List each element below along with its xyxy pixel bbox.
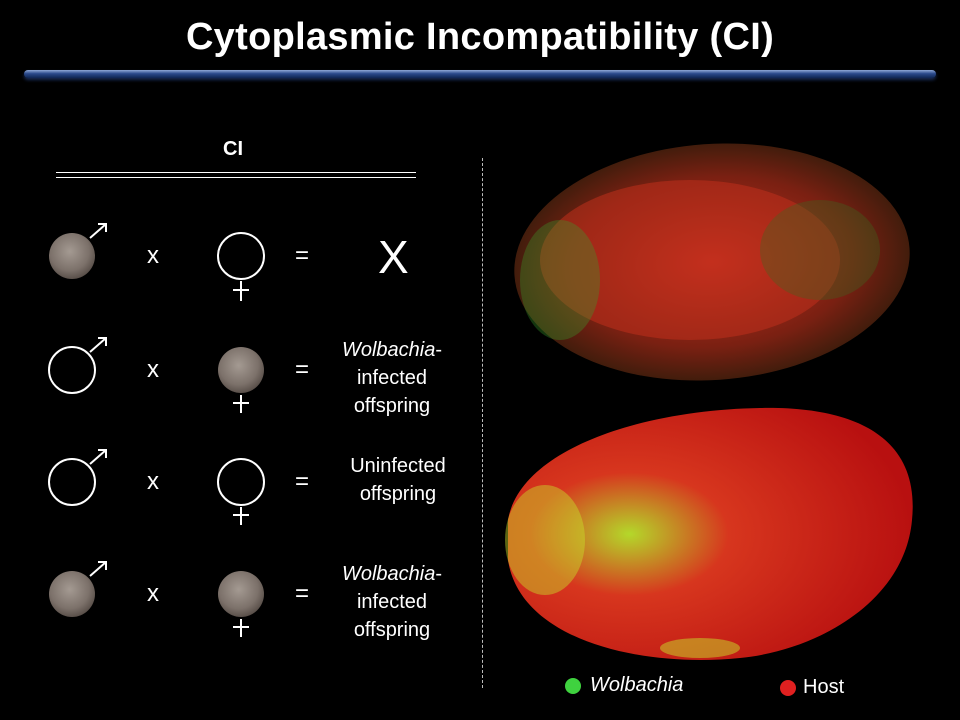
infected-female-cell xyxy=(218,347,264,393)
ci-double-line xyxy=(56,172,416,178)
uninfected-female-cell xyxy=(217,458,265,506)
equals-operator: = xyxy=(295,468,310,495)
wolbachia-legend-label: Wolbachia xyxy=(590,674,684,696)
embryo-bottom-image xyxy=(505,407,913,660)
result-rest: - infected offspring xyxy=(353,563,443,641)
embryo-top-image xyxy=(514,143,910,381)
title-underline-bar xyxy=(24,70,936,78)
slide-title: Cytoplasmic Incompatibility (CI) xyxy=(185,16,775,58)
result-rest: - infected offspring xyxy=(353,339,443,417)
incompatible-result-mark: X xyxy=(378,231,409,283)
result-rest: Uninfected offspring xyxy=(350,455,446,505)
cross-operator: x xyxy=(147,242,159,269)
host-legend-dot xyxy=(780,680,796,696)
male-symbol-icon xyxy=(89,337,107,353)
cross-operator: x xyxy=(147,580,159,607)
uninfected-male-cell xyxy=(48,458,96,506)
cross-operator: x xyxy=(147,468,159,495)
result-row-2: Wolbachia- infected offspring xyxy=(322,336,462,420)
ci-column-label: CI xyxy=(223,138,243,160)
female-symbol-icon xyxy=(233,507,249,525)
host-legend-label: Host xyxy=(803,676,845,698)
result-italic: Wolbachia xyxy=(341,339,436,361)
cross-row-1 xyxy=(49,223,265,301)
uninfected-male-cell xyxy=(48,346,96,394)
equals-operator: = xyxy=(295,242,310,269)
male-symbol-icon xyxy=(89,223,107,239)
equals-operator: = xyxy=(295,356,310,383)
male-symbol-icon xyxy=(89,449,107,465)
female-symbol-icon xyxy=(233,281,249,301)
cross-row-4 xyxy=(49,561,264,637)
result-row-3: Uninfected offspring xyxy=(328,452,468,508)
uninfected-female-cell xyxy=(217,232,265,280)
cross-row-2 xyxy=(48,337,264,413)
result-italic: Wolbachia xyxy=(341,563,436,585)
equals-operator: = xyxy=(295,580,310,607)
infected-male-cell xyxy=(49,233,95,279)
female-symbol-icon xyxy=(233,395,249,413)
result-row-4: Wolbachia- infected offspring xyxy=(322,560,462,644)
female-symbol-icon xyxy=(233,619,249,637)
dashed-divider xyxy=(482,158,483,688)
infected-female-cell xyxy=(218,571,264,617)
cross-row-3 xyxy=(48,449,265,525)
male-symbol-icon xyxy=(89,561,107,577)
wolbachia-legend-dot xyxy=(565,678,581,694)
infected-male-cell xyxy=(49,571,95,617)
cross-operator: x xyxy=(147,356,159,383)
